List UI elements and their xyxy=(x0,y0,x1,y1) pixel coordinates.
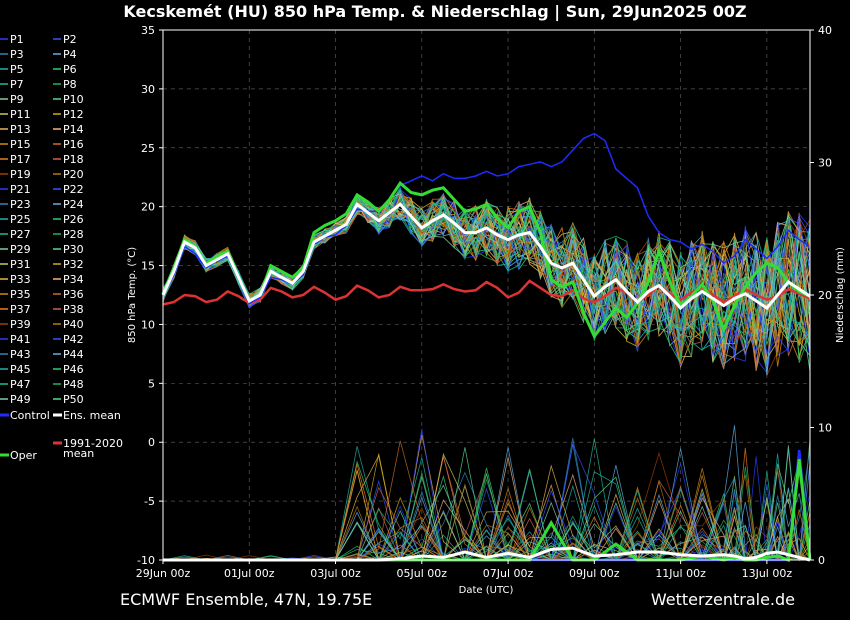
legend-control-label: Control xyxy=(10,409,50,422)
y-left-tick-label: 10 xyxy=(141,318,155,331)
y-right-tick-label: 30 xyxy=(818,157,832,170)
oper-temp-line xyxy=(161,180,811,340)
legend-clim-label: 1991-2020 xyxy=(63,437,123,450)
y-left-tick-label: 5 xyxy=(148,377,155,390)
legend-label: P48 xyxy=(63,378,84,391)
x-tick-label: 05Jul 00z xyxy=(397,567,448,580)
legend-label: P32 xyxy=(63,258,84,271)
footer-source: ECMWF Ensemble, 47N, 19.75E xyxy=(120,590,372,609)
legend-label: P2 xyxy=(63,33,77,46)
legend-label: P18 xyxy=(63,153,84,166)
legend-label: P17 xyxy=(10,153,31,166)
y-left-tick-label: -5 xyxy=(144,495,155,508)
x-tick-label: 13Jul 00z xyxy=(742,567,793,580)
legend-label: P26 xyxy=(63,213,84,226)
y-left-tick-label: 30 xyxy=(141,83,155,96)
x-tick-label: 09Jul 00z xyxy=(569,567,620,580)
member-precip-line xyxy=(163,434,810,561)
y-axis-right-ticks: 0 10 20 30 40 xyxy=(810,24,832,567)
y-axis-left-label: 850 hPa Temp. (°C) xyxy=(127,247,138,343)
legend-label: P46 xyxy=(63,363,84,376)
legend-label: P36 xyxy=(63,288,84,301)
x-tick-label: 29Jun 00z xyxy=(136,567,191,580)
legend-label: P44 xyxy=(63,348,84,361)
member-temp-line xyxy=(162,199,811,363)
legend-label: P38 xyxy=(63,303,84,316)
legend-clim-label-2: mean xyxy=(63,447,94,460)
legend-label: P41 xyxy=(10,333,31,346)
legend-label: P37 xyxy=(10,303,31,316)
legend-label: P22 xyxy=(63,183,84,196)
legend-label: P21 xyxy=(10,183,31,196)
y-right-tick-label: 20 xyxy=(818,289,832,302)
y-axis-left-ticks: -10 -5 0 5 10 15 20 25 30 35 xyxy=(137,24,163,567)
x-tick-label: 03Jul 00z xyxy=(310,567,361,580)
legend-label: P29 xyxy=(10,243,31,256)
legend-label: P30 xyxy=(63,243,84,256)
legend-label: P31 xyxy=(10,258,31,271)
legend-label: P10 xyxy=(63,93,84,106)
x-tick-label: 01Jul 00z xyxy=(224,567,275,580)
legend-label: P42 xyxy=(63,333,84,346)
legend-label: P49 xyxy=(10,393,31,406)
legend-label: P35 xyxy=(10,288,31,301)
legend-label: P13 xyxy=(10,123,31,136)
x-tick-label: 11Jul 00z xyxy=(655,567,706,580)
member-precip-line xyxy=(163,439,811,561)
legend-label: P50 xyxy=(63,393,84,406)
footer-site: Wetterzentrale.de xyxy=(651,590,795,609)
legend-label: P40 xyxy=(63,318,84,331)
x-axis-ticks: 29Jun 00z 01Jul 00z 03Jul 00z 05Jul 00z 07Ju… xyxy=(136,560,793,580)
legend-label: P19 xyxy=(10,168,31,181)
legend-label: P24 xyxy=(63,198,84,211)
chart-title: Kecskemét (HU) 850 hPa Temp. & Niedersch… xyxy=(123,2,746,22)
legend-label: P47 xyxy=(10,378,31,391)
y-left-tick-label: 20 xyxy=(141,201,155,214)
y-right-tick-label: 40 xyxy=(818,24,832,37)
legend-label: P6 xyxy=(63,63,77,76)
legend-label: P25 xyxy=(10,213,31,226)
legend-label: P15 xyxy=(10,138,31,151)
legend-label: P5 xyxy=(10,63,24,76)
legend-label: P7 xyxy=(10,78,24,91)
legend-mean-label: Ens. mean xyxy=(63,409,121,422)
legend-label: P39 xyxy=(10,318,31,331)
legend-label: P20 xyxy=(63,168,84,181)
legend-label: P14 xyxy=(63,123,84,136)
legend: P1 P2 P3 P4 P5 P6 P7 P8 P9 P10 P11 P12 P13 P14 P15 P16 P… xyxy=(0,33,123,462)
legend-label: P4 xyxy=(63,48,77,61)
y-left-tick-label: 25 xyxy=(141,142,155,155)
legend-label: P16 xyxy=(63,138,84,151)
legend-label: P27 xyxy=(10,228,31,241)
legend-label: P28 xyxy=(63,228,84,241)
member-precip-line xyxy=(163,437,810,561)
x-tick-label: 07Jul 00z xyxy=(483,567,534,580)
x-axis-label: Date (UTC) xyxy=(459,585,514,596)
legend-label: P8 xyxy=(63,78,77,91)
y-axis-right-label: Niederschlag (mm) xyxy=(835,247,846,343)
legend-label: P3 xyxy=(10,48,24,61)
y-right-tick-label: 0 xyxy=(818,554,825,567)
legend-label: P45 xyxy=(10,363,31,376)
legend-label: P11 xyxy=(10,108,31,121)
y-left-tick-label: 0 xyxy=(148,436,155,449)
ensemble-member-precip-lines xyxy=(162,425,811,562)
member-precip-line xyxy=(163,438,810,562)
y-right-tick-label: 10 xyxy=(818,422,832,435)
legend-label: P1 xyxy=(10,33,24,46)
legend-label: P43 xyxy=(10,348,31,361)
legend-oper-label: Oper xyxy=(10,449,37,462)
y-left-tick-label: 35 xyxy=(141,24,155,37)
legend-label: P12 xyxy=(63,108,84,121)
control-temp-line xyxy=(162,132,811,305)
y-left-tick-label: 15 xyxy=(141,260,155,273)
y-left-tick-label: -10 xyxy=(137,554,155,567)
legend-label: P34 xyxy=(63,273,84,286)
legend-label: P23 xyxy=(10,198,31,211)
legend-label: P33 xyxy=(10,273,31,286)
legend-label: P9 xyxy=(10,93,24,106)
ens-mean-temp-line xyxy=(161,202,811,311)
